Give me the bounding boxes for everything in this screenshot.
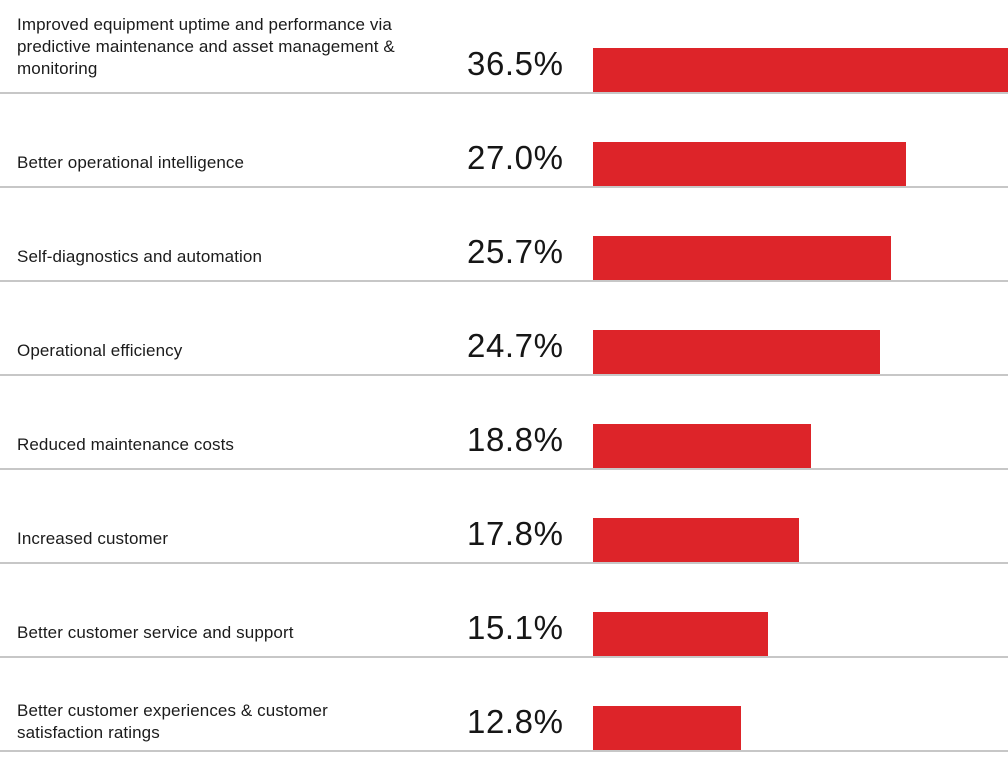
category-label: Improved equipment uptime and performanc…: [17, 15, 395, 78]
chart-row: Better customer service and support 15.1…: [0, 564, 1008, 658]
bar: [593, 518, 799, 562]
value-label: 36.5%: [467, 45, 564, 82]
bar: [593, 330, 880, 374]
bar: [593, 612, 768, 656]
bar: [593, 236, 891, 280]
value-label: 15.1%: [467, 609, 564, 646]
bar: [593, 142, 906, 186]
category-label: Self-diagnostics and automation: [17, 247, 263, 266]
category-label: Better customer service and support: [17, 623, 294, 642]
value-label: 24.7%: [467, 327, 564, 364]
category-label: Operational efficiency: [17, 341, 183, 360]
bar: [593, 706, 741, 750]
bar: [593, 424, 811, 468]
category-label: Better customer experiences & customer s…: [17, 701, 328, 742]
chart-row: Increased customer 17.8%: [0, 470, 1008, 564]
bar: [593, 48, 1008, 92]
value-label: 18.8%: [467, 421, 564, 458]
chart-row: Self-diagnostics and automation 25.7%: [0, 188, 1008, 282]
value-label: 25.7%: [467, 233, 564, 270]
chart-row: Operational efficiency 24.7%: [0, 282, 1008, 376]
category-label: Increased customer: [17, 529, 169, 548]
category-label: Reduced maintenance costs: [17, 435, 235, 454]
value-label: 27.0%: [467, 139, 564, 176]
chart-row: Improved equipment uptime and performanc…: [0, 0, 1008, 94]
category-label: Better operational intelligence: [17, 153, 245, 172]
chart-row: Better customer experiences & customer s…: [0, 658, 1008, 752]
chart-row: Reduced maintenance costs 18.8%: [0, 376, 1008, 470]
chart-row: Better operational intelligence 27.0%: [0, 94, 1008, 188]
value-label: 17.8%: [467, 515, 564, 552]
value-label: 12.8%: [467, 703, 564, 740]
